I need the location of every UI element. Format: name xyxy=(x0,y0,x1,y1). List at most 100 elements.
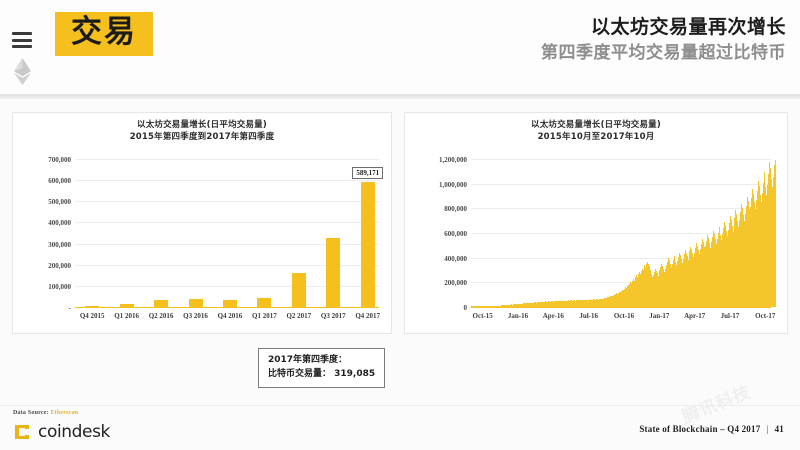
bar xyxy=(609,296,611,307)
bar xyxy=(594,299,596,307)
bar[interactable] xyxy=(291,272,306,307)
bar[interactable] xyxy=(326,238,341,307)
gridline: 1,200,000 xyxy=(439,156,771,164)
bar xyxy=(485,306,486,307)
chart-panel-quarterly: 以太坊交易量增长(日平均交易量) 2015年第四季度到2017年第四季度 700… xyxy=(12,112,392,334)
bar xyxy=(561,300,563,307)
bar xyxy=(772,176,774,307)
bar-slot xyxy=(75,159,109,307)
x-axis-tick: Jul-16 xyxy=(579,312,598,320)
chart-title-line2: 2015年10月至2017年10月 xyxy=(537,132,655,143)
bar xyxy=(660,266,662,307)
bar xyxy=(577,300,579,307)
bar xyxy=(754,201,756,307)
bar xyxy=(668,260,670,307)
bar xyxy=(662,265,664,307)
bar xyxy=(733,225,735,307)
bar xyxy=(756,200,757,307)
x-axis-tick: Q3 2017 xyxy=(320,312,346,320)
bar[interactable] xyxy=(119,304,134,307)
bar xyxy=(737,221,739,307)
bar xyxy=(648,263,650,307)
bar xyxy=(748,208,750,307)
y-axis-tick: 200,000 xyxy=(48,261,71,270)
data-source-label: Data Source: xyxy=(13,410,51,416)
bar[interactable] xyxy=(154,299,169,307)
headline: 以太坊交易量再次增长 xyxy=(590,16,786,38)
x-axis-labels-daily: Oct-15 Jan-16 Apr-16 Jul-16 Oct-16 Jan-17 Apr-… xyxy=(465,312,783,320)
bar xyxy=(642,270,644,307)
bar xyxy=(516,304,517,307)
bar xyxy=(750,207,752,307)
x-axis-tick: Oct-16 xyxy=(613,312,635,320)
bar xyxy=(643,267,645,307)
bar xyxy=(707,235,709,307)
bar xyxy=(741,208,743,307)
bar xyxy=(598,299,600,307)
bar xyxy=(718,226,720,307)
y-axis-tick: 400,000 xyxy=(48,219,71,228)
bar xyxy=(753,193,755,307)
bar xyxy=(710,247,711,307)
bar xyxy=(680,255,681,307)
bar xyxy=(700,244,702,307)
bar xyxy=(539,301,541,307)
bar xyxy=(762,182,764,307)
bar xyxy=(729,216,731,307)
footer-report-info: State of Blockchain – Q4 2017 | 41 xyxy=(639,424,784,434)
bar xyxy=(560,300,561,307)
header-divider xyxy=(0,94,800,99)
bar xyxy=(722,234,724,307)
bar xyxy=(751,198,753,307)
bar xyxy=(601,298,603,307)
x-axis-tick: Q1 2017 xyxy=(252,312,277,320)
gridline: 600,000 xyxy=(48,177,379,185)
bar xyxy=(474,306,476,307)
bar xyxy=(519,303,521,307)
bar-slot xyxy=(247,159,281,307)
bar xyxy=(585,299,587,307)
bar xyxy=(615,294,617,307)
bar xyxy=(767,184,769,307)
bar xyxy=(518,304,520,307)
bar xyxy=(645,267,647,307)
bar xyxy=(773,165,775,307)
bar xyxy=(743,221,745,307)
gridline: 400,000 xyxy=(48,219,379,227)
bar xyxy=(692,253,694,307)
chart-title-line1: 以太坊交易量增长(日平均交易量) xyxy=(531,120,661,130)
chart-panel-daily: 以太坊交易量增长(日平均交易量) 2015年10月至2017年10月 1,200… xyxy=(404,112,788,334)
bar xyxy=(492,305,494,307)
bar[interactable] xyxy=(222,300,237,307)
bar xyxy=(639,273,641,307)
bar xyxy=(698,253,700,307)
bar xyxy=(504,305,506,307)
bar xyxy=(565,300,567,307)
x-axis-tick: Jan-16 xyxy=(507,312,529,320)
bar xyxy=(728,223,730,307)
hamburger-icon[interactable] xyxy=(12,32,32,52)
bar[interactable] xyxy=(360,182,375,307)
bar xyxy=(499,305,501,307)
bar xyxy=(480,306,482,307)
bar xyxy=(511,304,513,307)
bar xyxy=(481,306,483,307)
bar xyxy=(683,254,685,307)
bar xyxy=(747,201,749,307)
bar xyxy=(661,263,663,307)
bar xyxy=(760,202,762,307)
bar xyxy=(589,299,591,307)
data-source-value[interactable]: Etherscan xyxy=(50,410,79,416)
bar xyxy=(679,253,681,307)
y-axis-tick: 1,000,000 xyxy=(439,180,467,189)
x-axis-tick: Q4 2015 xyxy=(79,312,105,320)
bar[interactable] xyxy=(188,299,203,307)
bar xyxy=(484,306,486,307)
bar[interactable] xyxy=(85,305,100,307)
x-axis-tick: Q2 2016 xyxy=(148,312,174,320)
bar xyxy=(603,298,605,307)
bar xyxy=(553,301,555,307)
bar xyxy=(508,304,510,307)
bar xyxy=(546,301,548,307)
bar[interactable] xyxy=(257,297,272,307)
